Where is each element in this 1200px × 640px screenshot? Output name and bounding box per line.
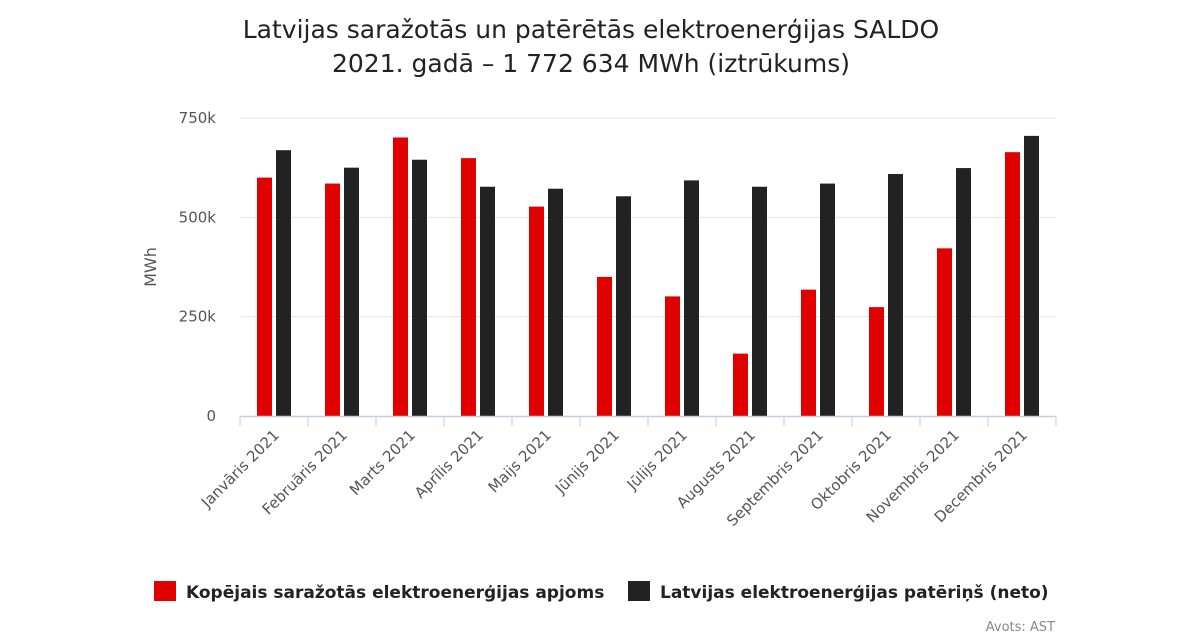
- legend-swatch-produced: [154, 581, 176, 601]
- bar-produced-0[interactable]: [257, 177, 272, 416]
- bar-produced-2[interactable]: [393, 137, 408, 416]
- bar-produced-8[interactable]: [801, 289, 816, 416]
- x-tick-label: Marts 2021: [346, 426, 419, 499]
- bar-consumed-5[interactable]: [616, 196, 631, 416]
- bar-produced-1[interactable]: [325, 183, 340, 416]
- bar-produced-7[interactable]: [733, 353, 748, 416]
- legend-label-produced[interactable]: Kopējais saražotās elektroenerģijas apjo…: [186, 583, 604, 603]
- legend-swatch-consumed: [628, 581, 650, 601]
- y-axis-ticks: 0 250k 500k 750k: [179, 109, 217, 425]
- bar-consumed-9[interactable]: [888, 174, 903, 416]
- bar-produced-6[interactable]: [665, 296, 680, 416]
- credit-text[interactable]: Avots: AST: [986, 620, 1055, 635]
- bar-consumed-6[interactable]: [684, 180, 699, 416]
- bar-consumed-1[interactable]: [344, 167, 359, 416]
- x-tick-label: Maijs 2021: [485, 426, 555, 496]
- bar-consumed-2[interactable]: [412, 159, 427, 416]
- bar-consumed-7[interactable]: [752, 186, 767, 416]
- y-tick-label: 0: [206, 407, 216, 425]
- bar-produced-3[interactable]: [461, 158, 476, 416]
- bar-consumed-8[interactable]: [820, 183, 835, 416]
- gridlines: [240, 117, 1056, 318]
- bar-produced-9[interactable]: [869, 307, 884, 416]
- legend: Kopējais saražotās elektroenerģijas apjo…: [154, 581, 1049, 603]
- bar-consumed-11[interactable]: [1024, 135, 1039, 416]
- y-tick-label: 500k: [179, 208, 217, 226]
- chart-title-line-1: Latvijas saražotās un patērētās elektroe…: [243, 15, 939, 44]
- bar-consumed-10[interactable]: [956, 168, 971, 416]
- x-tick-label: Jūnijs 2021: [551, 426, 623, 498]
- bar-produced-4[interactable]: [529, 206, 544, 416]
- chart-title-line-2: 2021. gadā – 1 772 634 MWh (iztrūkums): [332, 49, 850, 78]
- bar-produced-5[interactable]: [597, 276, 612, 416]
- bar-produced-11[interactable]: [1005, 152, 1020, 417]
- x-tick-label: Jūlijs 2021: [623, 426, 691, 494]
- bar-consumed-3[interactable]: [480, 186, 495, 416]
- y-tick-label: 250k: [179, 308, 217, 326]
- bar-consumed-0[interactable]: [276, 150, 291, 416]
- bar-produced-10[interactable]: [937, 248, 952, 416]
- legend-label-consumed[interactable]: Latvijas elektroenerģijas patēriņš (neto…: [660, 583, 1049, 603]
- bars: [257, 135, 1039, 417]
- y-tick-label: 750k: [179, 109, 217, 127]
- bar-consumed-4[interactable]: [548, 188, 563, 416]
- y-axis-label: MWh: [141, 247, 160, 287]
- x-tick-label: Aprīlis 2021: [411, 426, 487, 502]
